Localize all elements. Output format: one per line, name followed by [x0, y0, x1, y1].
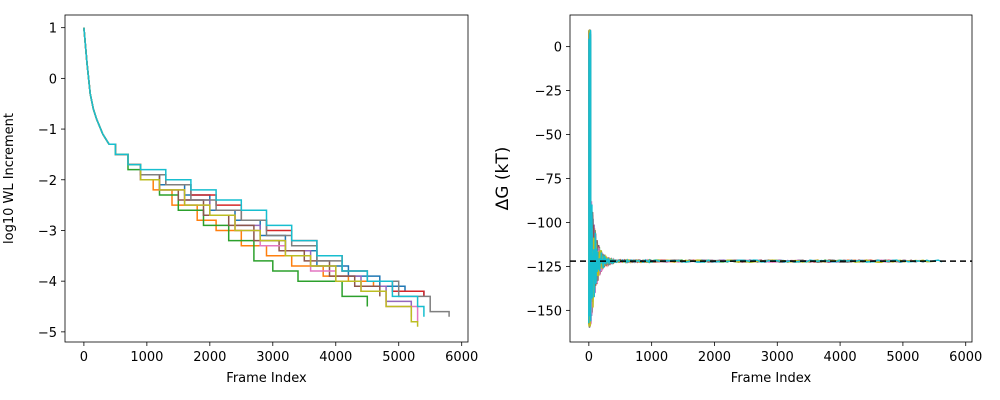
x-tick-label: 5000: [886, 350, 919, 365]
series-line: [83, 27, 450, 317]
axes-frame: [569, 14, 973, 343]
series-line: [588, 30, 882, 327]
y-tick-label: −2: [38, 174, 57, 189]
series-line: [588, 34, 920, 327]
y-axis-label: ΔG (kT): [493, 147, 513, 211]
series-line: [83, 27, 425, 317]
x-axis-label: Frame Index: [226, 371, 307, 386]
y-tick-label: 0: [49, 72, 57, 87]
y-tick-label: −1: [38, 123, 57, 138]
series-line: [588, 33, 890, 325]
y-tick-label: 0: [554, 41, 562, 56]
x-tick-label: 4000: [824, 350, 857, 365]
y-tick-label: −3: [38, 224, 57, 239]
x-tick-label: 6000: [949, 350, 982, 365]
series-line: [83, 27, 413, 317]
x-tick-label: 0: [585, 350, 593, 365]
right-plot-delta-g: 0 1000 2000 3000 4000 5000 6000 0 −25 −50 −75 −100 −…: [493, 14, 982, 386]
y-tick-label: −5: [38, 326, 57, 341]
series-line: [588, 33, 905, 320]
y-tick-label: −75: [535, 173, 562, 188]
x-tick-label: 2000: [698, 350, 731, 365]
series-line: [588, 30, 898, 325]
plot-area: [83, 27, 450, 327]
x-axis-label: Frame Index: [731, 371, 812, 386]
x-tick-label: 2000: [193, 350, 226, 365]
series-line: [588, 31, 875, 326]
x-tick-label: 3000: [761, 350, 794, 365]
y-tick-label: −4: [38, 275, 57, 290]
series-line: [83, 27, 369, 307]
y-tick-label: −100: [526, 216, 562, 231]
series-line: [588, 29, 913, 325]
series-line: [588, 29, 943, 324]
x-tick-label: 3000: [256, 350, 289, 365]
x-tick-label: 1000: [635, 350, 668, 365]
x-tick-label: 6000: [445, 350, 478, 365]
y-tick-label: −150: [526, 304, 562, 319]
plot-area: [570, 29, 972, 328]
x-tick-label: 1000: [130, 350, 163, 365]
y-tick-label: 1: [49, 22, 57, 37]
series-line: [588, 29, 935, 327]
y-tick-label: −125: [526, 260, 562, 275]
x-tick-label: 5000: [382, 350, 415, 365]
y-tick-label: −25: [535, 85, 562, 100]
series-line: [588, 30, 928, 328]
y-axis-label: log10 WL Increment: [2, 113, 17, 244]
x-tick-label: 4000: [319, 350, 352, 365]
x-tick-label: 0: [80, 350, 88, 365]
axes-frame: [64, 14, 469, 343]
left-plot-wl-increment: 0 1000 2000 3000 4000 5000 6000 1 0 −1 −2 −3 −4 −5 Fra…: [2, 14, 478, 386]
y-tick-label: −50: [535, 129, 562, 144]
